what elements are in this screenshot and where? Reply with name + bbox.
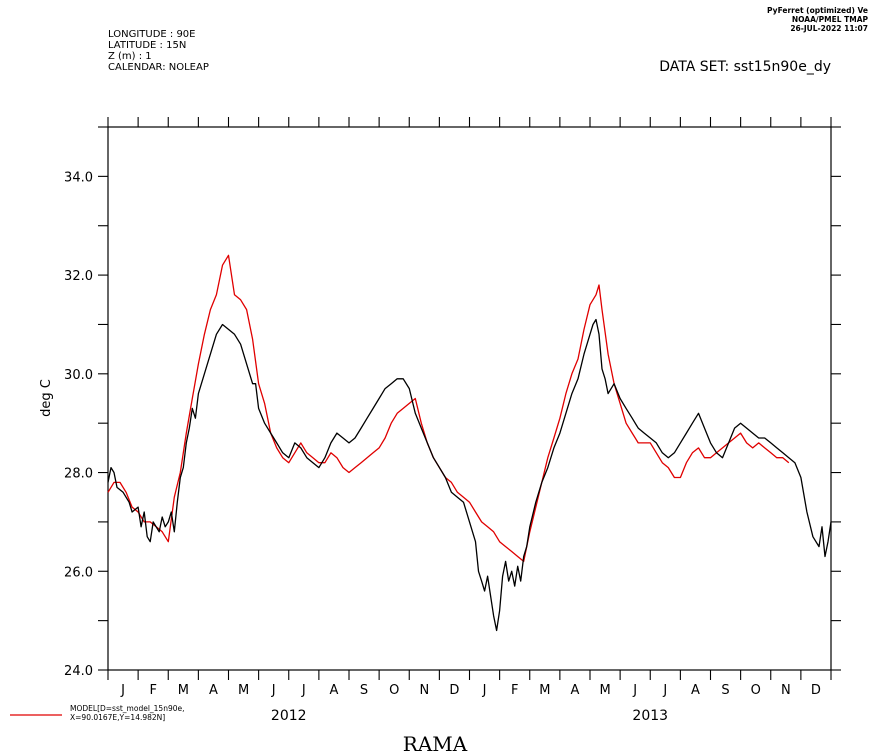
x-month-label: J: [632, 683, 637, 698]
x-year-labels: 2012 2013: [271, 708, 668, 724]
meta-latitude: LATITUDE : 15N: [108, 40, 186, 51]
x-month-label: D: [449, 683, 459, 698]
x-month-label: O: [751, 683, 761, 698]
series-line-model: [107, 254, 790, 563]
y-tick-label: 24.0: [64, 664, 93, 679]
meta-calendar: CALENDAR: NOLEAP: [108, 62, 209, 73]
y-axis-label: deg C: [39, 379, 54, 417]
x-month-label: M: [599, 683, 610, 698]
y-tick-label: 34.0: [64, 170, 93, 185]
plot-frame: [107, 126, 832, 671]
credit-org: NOAA/PMEL TMAP: [792, 15, 869, 24]
dataset-label: DATA SET: sst15n90e_dy: [659, 59, 831, 75]
x-month-label: J: [662, 683, 667, 698]
x-month-label: N: [419, 683, 429, 698]
series-line-observed: [107, 318, 832, 632]
y-tick-label: 30.0: [64, 368, 93, 383]
credit-software: PyFerret (optimized) Ve: [767, 6, 868, 15]
x-month-label: S: [360, 683, 368, 698]
x-month-label: A: [691, 683, 700, 698]
x-month-label: M: [539, 683, 550, 698]
y-tick-label: 26.0: [64, 565, 93, 580]
y-tick-labels: 24.0 26.0 28.0 30.0 32.0 34.0: [64, 170, 93, 679]
x-month-label: J: [271, 683, 276, 698]
x-month-label: A: [329, 683, 338, 698]
x-year-label: 2013: [632, 708, 668, 724]
legend: MODEL[D=sst_model_15n90e, X=90.0167E,Y=1…: [10, 704, 187, 722]
x-month-label: S: [721, 683, 729, 698]
x-month-label: F: [511, 683, 518, 698]
x-month-label: M: [178, 683, 189, 698]
x-month-label: N: [781, 683, 791, 698]
x-month-label: J: [482, 683, 487, 698]
x-month-label: A: [209, 683, 218, 698]
header-meta: LONGITUDE : 90E LATITUDE : 15N Z (m) : 1…: [108, 29, 209, 73]
x-month-label: F: [149, 683, 156, 698]
header-credit: PyFerret (optimized) Ve NOAA/PMEL TMAP 2…: [767, 6, 868, 33]
meta-longitude: LONGITUDE : 90E: [108, 29, 195, 40]
x-month-label: J: [120, 683, 125, 698]
y-tick-label: 28.0: [64, 467, 93, 482]
x-year-label: 2012: [271, 708, 307, 724]
legend-label-model: MODEL[D=sst_model_15n90e, X=90.0167E,Y=1…: [70, 704, 187, 722]
x-month-label: A: [570, 683, 579, 698]
x-month-label: J: [301, 683, 306, 698]
x-month-label: O: [389, 683, 399, 698]
series-group: [107, 254, 832, 632]
credit-date: 26-JUL-2022 11:07: [790, 24, 868, 33]
x-month-label: M: [238, 683, 249, 698]
chart-title: RAMA: [403, 732, 468, 751]
meta-depth: Z (m) : 1: [108, 51, 152, 62]
x-month-label: D: [811, 683, 821, 698]
y-tick-label: 32.0: [64, 269, 93, 284]
axis-ticks: [98, 117, 841, 680]
